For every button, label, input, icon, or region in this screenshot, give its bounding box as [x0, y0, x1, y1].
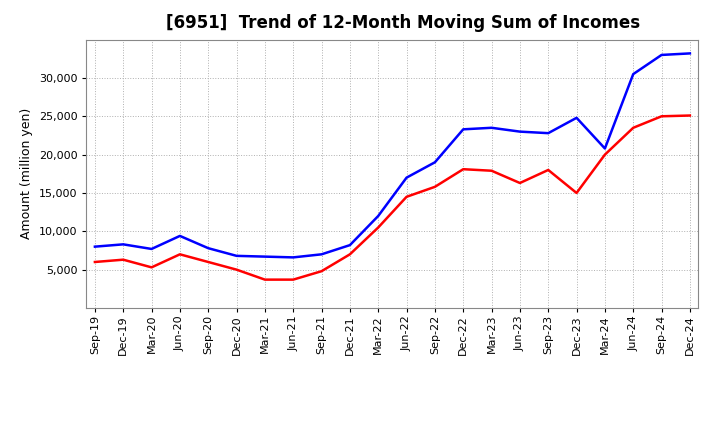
Y-axis label: Amount (million yen): Amount (million yen)	[20, 108, 33, 239]
Net Income	[176, 252, 184, 257]
Ordinary Income	[261, 254, 269, 259]
Net Income	[148, 265, 156, 270]
Net Income	[459, 167, 467, 172]
Ordinary Income	[685, 51, 694, 56]
Net Income	[374, 225, 382, 230]
Ordinary Income	[657, 52, 666, 58]
Net Income	[91, 259, 99, 264]
Net Income	[204, 259, 212, 264]
Ordinary Income	[459, 127, 467, 132]
Ordinary Income	[402, 175, 411, 180]
Net Income	[600, 152, 609, 157]
Net Income	[487, 168, 496, 173]
Net Income	[431, 184, 439, 190]
Line: Net Income: Net Income	[95, 116, 690, 280]
Ordinary Income	[119, 242, 127, 247]
Net Income	[289, 277, 297, 282]
Ordinary Income	[148, 246, 156, 252]
Ordinary Income	[544, 131, 552, 136]
Ordinary Income	[572, 115, 581, 121]
Net Income	[544, 167, 552, 172]
Net Income	[261, 277, 269, 282]
Net Income	[657, 114, 666, 119]
Ordinary Income	[487, 125, 496, 130]
Ordinary Income	[346, 242, 354, 248]
Net Income	[402, 194, 411, 199]
Ordinary Income	[629, 71, 637, 77]
Net Income	[346, 252, 354, 257]
Text: [6951]  Trend of 12-Month Moving Sum of Incomes: [6951] Trend of 12-Month Moving Sum of I…	[166, 15, 640, 33]
Net Income	[119, 257, 127, 262]
Ordinary Income	[289, 255, 297, 260]
Net Income	[685, 113, 694, 118]
Net Income	[572, 191, 581, 196]
Line: Ordinary Income: Ordinary Income	[95, 53, 690, 257]
Net Income	[318, 268, 326, 274]
Ordinary Income	[374, 213, 382, 219]
Ordinary Income	[233, 253, 241, 258]
Net Income	[233, 267, 241, 272]
Ordinary Income	[318, 252, 326, 257]
Ordinary Income	[516, 129, 524, 134]
Net Income	[516, 180, 524, 186]
Ordinary Income	[91, 244, 99, 249]
Ordinary Income	[176, 233, 184, 238]
Ordinary Income	[431, 160, 439, 165]
Ordinary Income	[204, 246, 212, 251]
Net Income	[629, 125, 637, 130]
Ordinary Income	[600, 146, 609, 151]
